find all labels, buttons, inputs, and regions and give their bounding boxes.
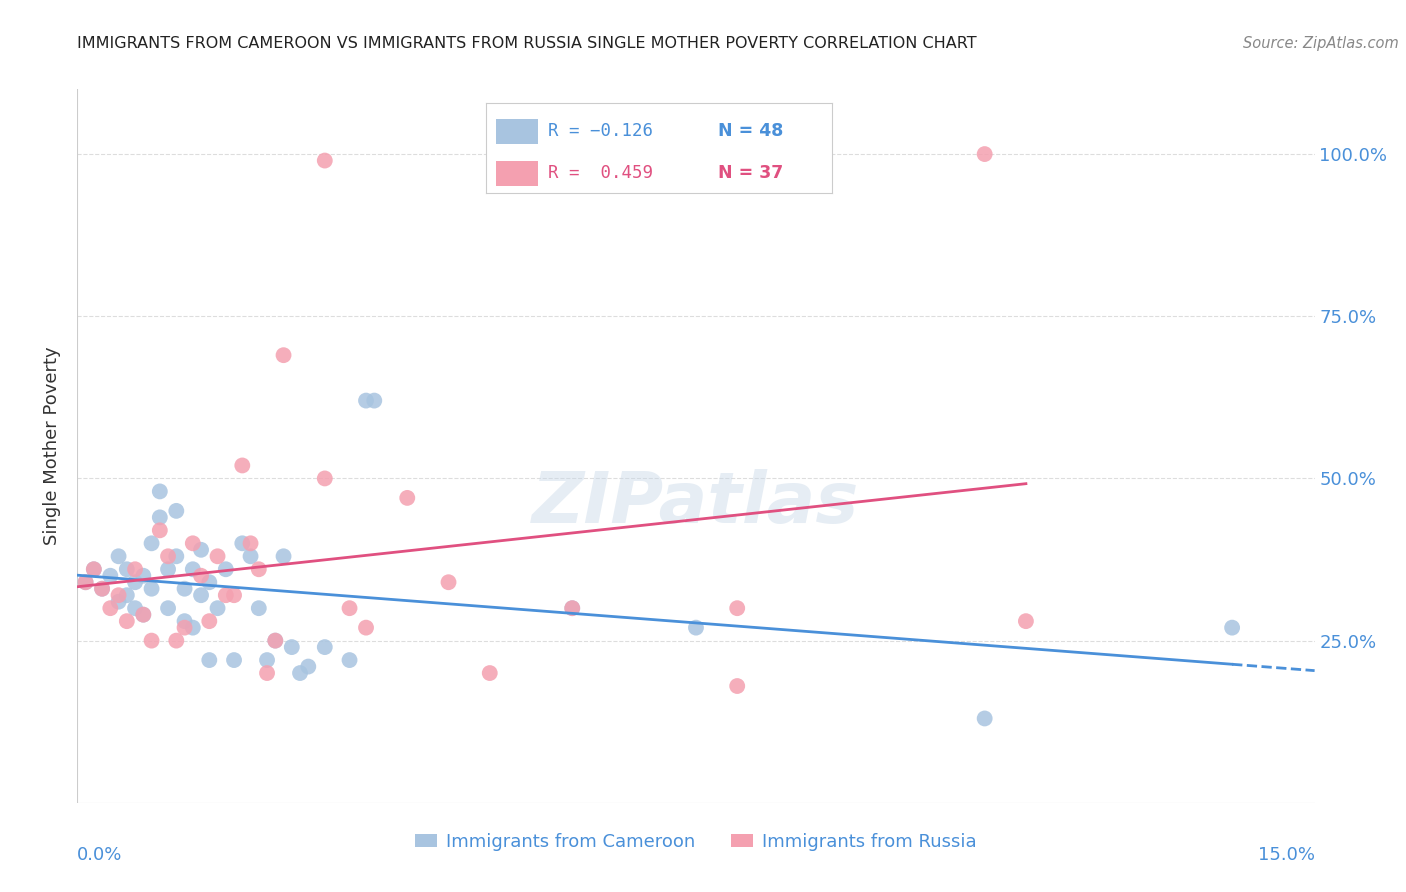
- Point: [107, 588, 129, 602]
- Point: [222, 653, 245, 667]
- Point: [207, 601, 229, 615]
- Point: [91, 582, 114, 596]
- Point: [231, 536, 253, 550]
- Point: [173, 582, 195, 596]
- Point: [75, 575, 97, 590]
- Point: [264, 633, 287, 648]
- Point: [107, 595, 129, 609]
- Point: [561, 601, 583, 615]
- Point: [561, 601, 583, 615]
- Point: [132, 607, 155, 622]
- Point: [132, 607, 155, 622]
- Point: [281, 640, 304, 654]
- Point: [207, 549, 229, 564]
- Point: [190, 542, 212, 557]
- Point: [339, 653, 361, 667]
- Point: [273, 549, 295, 564]
- Point: [115, 562, 138, 576]
- Text: IMMIGRANTS FROM CAMEROON VS IMMIGRANTS FROM RUSSIA SINGLE MOTHER POVERTY CORRELA: IMMIGRANTS FROM CAMEROON VS IMMIGRANTS F…: [77, 36, 977, 51]
- Point: [314, 471, 336, 485]
- Point: [264, 633, 287, 648]
- Point: [75, 575, 97, 590]
- Point: [91, 582, 114, 596]
- Point: [173, 621, 195, 635]
- Point: [115, 614, 138, 628]
- Point: [157, 549, 180, 564]
- Point: [198, 653, 221, 667]
- Point: [685, 621, 707, 635]
- Y-axis label: Single Mother Poverty: Single Mother Poverty: [44, 347, 62, 545]
- Point: [297, 659, 319, 673]
- Text: ZIPatlas: ZIPatlas: [533, 468, 859, 538]
- Point: [1220, 621, 1243, 635]
- Point: [973, 147, 995, 161]
- Point: [215, 588, 238, 602]
- Point: [973, 711, 995, 725]
- Point: [157, 562, 180, 576]
- Point: [132, 568, 155, 582]
- Point: [256, 666, 278, 681]
- Point: [115, 588, 138, 602]
- Point: [239, 536, 262, 550]
- Point: [354, 393, 377, 408]
- Text: 15.0%: 15.0%: [1257, 846, 1315, 863]
- Point: [181, 562, 204, 576]
- Point: [124, 601, 146, 615]
- Point: [149, 524, 172, 538]
- Point: [247, 562, 270, 576]
- Point: [725, 601, 748, 615]
- Point: [215, 562, 238, 576]
- Point: [124, 575, 146, 590]
- Point: [173, 614, 195, 628]
- Point: [198, 614, 221, 628]
- Point: [314, 153, 336, 168]
- Point: [231, 458, 253, 473]
- Point: [181, 621, 204, 635]
- Point: [165, 549, 187, 564]
- Point: [339, 601, 361, 615]
- Legend: Immigrants from Cameroon, Immigrants from Russia: Immigrants from Cameroon, Immigrants fro…: [408, 826, 984, 858]
- Text: Source: ZipAtlas.com: Source: ZipAtlas.com: [1243, 36, 1399, 51]
- Point: [149, 510, 172, 524]
- Point: [141, 633, 163, 648]
- Point: [107, 549, 129, 564]
- Text: 0.0%: 0.0%: [77, 846, 122, 863]
- Point: [247, 601, 270, 615]
- Point: [363, 393, 385, 408]
- Point: [149, 484, 172, 499]
- Point: [478, 666, 501, 681]
- Point: [437, 575, 460, 590]
- Point: [165, 633, 187, 648]
- Point: [165, 504, 187, 518]
- Point: [354, 621, 377, 635]
- Point: [124, 562, 146, 576]
- Point: [98, 601, 121, 615]
- Point: [83, 562, 105, 576]
- Point: [83, 562, 105, 576]
- Point: [396, 491, 419, 505]
- Point: [181, 536, 204, 550]
- Point: [725, 679, 748, 693]
- Point: [314, 640, 336, 654]
- Point: [273, 348, 295, 362]
- Point: [256, 653, 278, 667]
- Point: [239, 549, 262, 564]
- Point: [141, 582, 163, 596]
- Point: [222, 588, 245, 602]
- Point: [1015, 614, 1038, 628]
- Point: [98, 568, 121, 582]
- Point: [157, 601, 180, 615]
- Point: [190, 588, 212, 602]
- Point: [198, 575, 221, 590]
- Point: [190, 568, 212, 582]
- Point: [288, 666, 311, 681]
- Point: [141, 536, 163, 550]
